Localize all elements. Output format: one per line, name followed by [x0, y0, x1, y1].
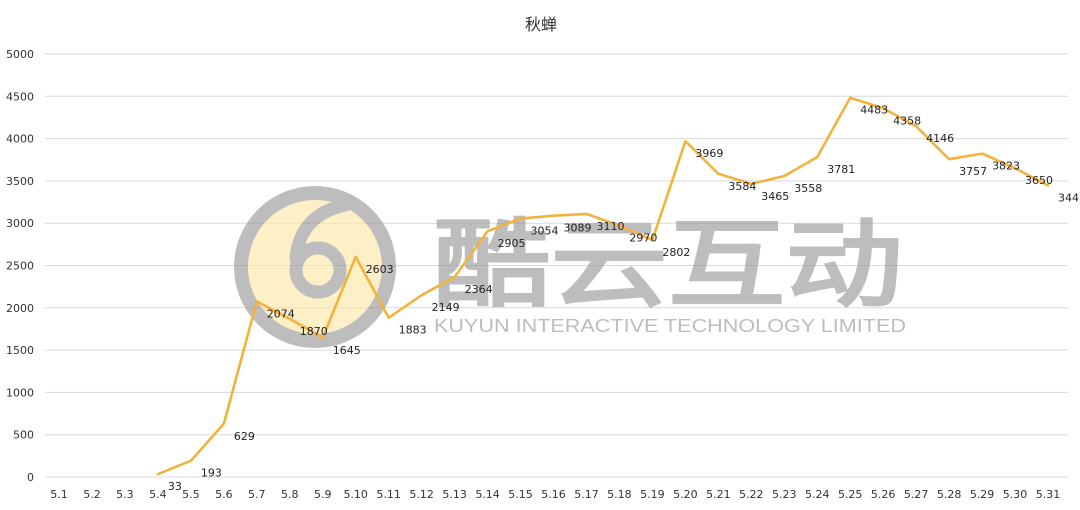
x-tick-label: 5.23: [772, 488, 797, 501]
x-tick-label: 5.26: [871, 488, 896, 501]
data-label: 4358: [893, 114, 921, 127]
data-label: 3558: [794, 182, 822, 195]
data-label: 2603: [366, 263, 394, 276]
y-tick-label: 4500: [6, 90, 34, 103]
x-axis-ticks: 5.1 5.2 5.3 5.4 5.5 5.6 5.7 5.8 5.9 5.10 5.11 5.12 5…: [50, 488, 1060, 501]
x-tick-label: 5.6: [215, 488, 233, 501]
data-labels: 33 193 629 2074 1870 1645 2603 1883 2149 2364 2905…: [168, 104, 1080, 493]
data-label: 2970: [629, 232, 657, 245]
data-label: 2364: [465, 283, 493, 296]
x-tick-label: 5.25: [838, 488, 863, 501]
x-tick-label: 5.5: [182, 488, 200, 501]
y-tick-label: 1000: [6, 386, 34, 399]
y-tick-label: 2500: [6, 260, 34, 273]
y-tick-label: 0: [27, 471, 34, 484]
x-tick-label: 5.4: [149, 488, 167, 501]
data-label: 3584: [728, 180, 756, 193]
data-label: 2149: [432, 301, 460, 314]
y-tick-label: 5000: [6, 48, 34, 61]
data-label: 2905: [498, 237, 526, 250]
data-label: 3969: [695, 147, 723, 160]
data-label: 1883: [399, 324, 427, 337]
x-tick-label: 5.22: [739, 488, 764, 501]
x-tick-label: 5.11: [376, 488, 401, 501]
data-label: 4146: [926, 132, 954, 145]
data-label: 3089: [564, 222, 592, 235]
x-tick-label: 5.1: [50, 488, 68, 501]
data-label: 3823: [992, 160, 1020, 173]
series-line: [156, 96, 1050, 476]
x-tick-label: 5.16: [541, 488, 566, 501]
x-tick-label: 5.2: [83, 488, 101, 501]
x-tick-label: 5.13: [442, 488, 467, 501]
watermark-chinese: 酷云互动: [433, 212, 903, 319]
y-tick-label: 3500: [6, 175, 34, 188]
x-tick-label: 5.24: [805, 488, 830, 501]
x-tick-label: 5.19: [640, 488, 665, 501]
y-tick-label: 2000: [6, 302, 34, 315]
y-tick-label: 1500: [6, 344, 34, 357]
x-tick-label: 5.28: [937, 488, 962, 501]
x-tick-label: 5.18: [607, 488, 632, 501]
x-tick-label: 5.27: [904, 488, 929, 501]
data-label: 3110: [596, 220, 624, 233]
x-tick-label: 5.21: [706, 488, 731, 501]
x-tick-label: 5.14: [475, 488, 500, 501]
x-tick-label: 5.7: [248, 488, 266, 501]
data-label: 193: [201, 467, 222, 480]
data-label: 3757: [959, 165, 987, 178]
y-tick-label: 4000: [6, 133, 34, 146]
x-tick-label: 5.30: [1003, 488, 1028, 501]
watermark: 酷云互动 KUYUN INTERACTIVE TECHNOLOGY LIMITE…: [234, 186, 906, 348]
watermark-logo-icon: [234, 186, 396, 348]
x-tick-label: 5.12: [409, 488, 434, 501]
data-label: 3054: [531, 225, 559, 238]
x-tick-label: 5.20: [673, 488, 698, 501]
data-label: 4483: [860, 104, 888, 117]
data-label: 2802: [662, 246, 690, 259]
x-tick-label: 5.17: [574, 488, 599, 501]
y-tick-label: 500: [13, 429, 34, 442]
x-tick-label: 5.31: [1036, 488, 1061, 501]
x-tick-label: 5.15: [508, 488, 533, 501]
data-label: 3650: [1025, 174, 1053, 187]
chart-title: 秋蝉: [525, 15, 557, 34]
y-tick-label: 3000: [6, 217, 34, 230]
y-axis-ticks: 0 500 1000 1500 2000 2500 3000 3500 4000 4500 5000: [6, 48, 34, 484]
watermark-english: KUYUN INTERACTIVE TECHNOLOGY LIMITED: [434, 316, 906, 336]
data-label: 629: [234, 430, 255, 443]
x-tick-label: 5.9: [314, 488, 332, 501]
data-label: 1870: [300, 325, 328, 338]
x-tick-label: 5.8: [281, 488, 299, 501]
data-label: 3447: [1058, 191, 1080, 204]
data-label: 1645: [333, 344, 361, 357]
x-tick-label: 5.3: [116, 488, 134, 501]
data-label: 2074: [267, 308, 295, 321]
data-label: 3781: [827, 163, 855, 176]
x-tick-label: 5.29: [970, 488, 995, 501]
data-label: 3465: [761, 190, 789, 203]
x-tick-label: 5.10: [343, 488, 368, 501]
data-label: 33: [168, 480, 182, 493]
